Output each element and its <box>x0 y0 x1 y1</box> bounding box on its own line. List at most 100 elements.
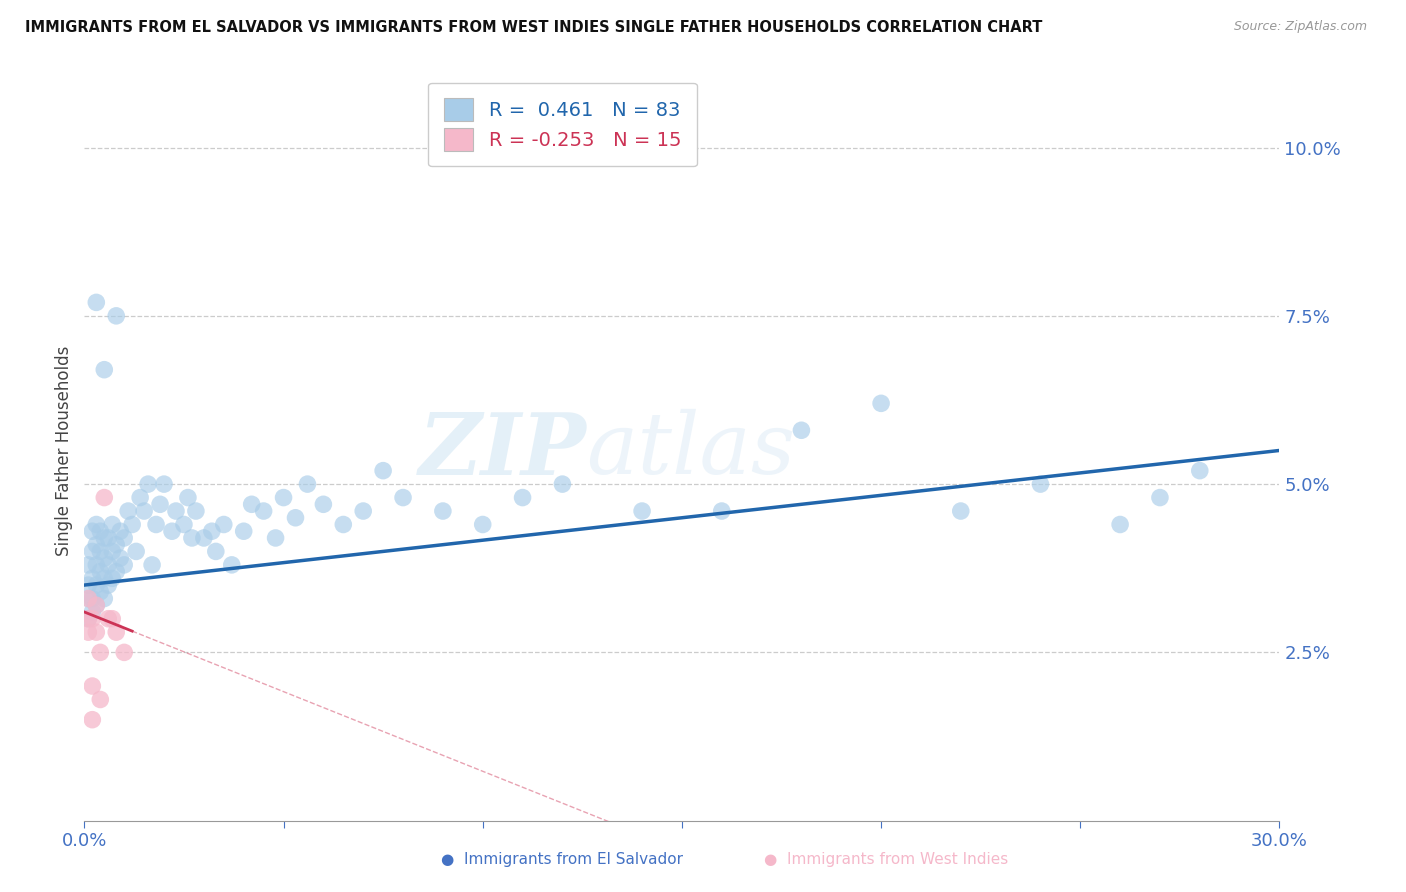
Point <box>232 524 254 539</box>
Point <box>631 504 654 518</box>
Point <box>89 544 111 558</box>
Point <box>86 599 108 613</box>
Point <box>177 491 200 505</box>
Point <box>153 477 176 491</box>
Point <box>117 504 139 518</box>
Point <box>121 517 143 532</box>
Point <box>77 578 100 592</box>
Point <box>82 591 104 606</box>
Point <box>160 524 183 539</box>
Point <box>105 538 128 552</box>
Point <box>101 571 124 585</box>
Point <box>205 544 228 558</box>
Point <box>110 524 132 539</box>
Point <box>101 612 124 626</box>
Text: IMMIGRANTS FROM EL SALVADOR VS IMMIGRANTS FROM WEST INDIES SINGLE FATHER HOUSEHO: IMMIGRANTS FROM EL SALVADOR VS IMMIGRANT… <box>25 20 1043 35</box>
Text: ●  Immigrants from West Indies: ● Immigrants from West Indies <box>763 852 1008 867</box>
Point <box>129 491 152 505</box>
Point <box>82 524 104 539</box>
Point <box>77 591 100 606</box>
Point <box>97 531 120 545</box>
Point <box>181 531 204 545</box>
Point <box>1188 464 1211 478</box>
Point <box>93 362 115 376</box>
Point <box>105 625 128 640</box>
Point <box>77 558 100 572</box>
Point <box>93 551 115 566</box>
Point <box>471 517 494 532</box>
Point <box>193 531 215 545</box>
Point <box>112 531 135 545</box>
Point <box>101 544 124 558</box>
Point <box>93 571 115 585</box>
Point <box>145 517 167 532</box>
Point <box>240 497 263 511</box>
Point <box>82 612 104 626</box>
Point <box>101 517 124 532</box>
Point <box>97 612 120 626</box>
Point <box>110 551 132 566</box>
Point <box>1109 517 1132 532</box>
Text: Source: ZipAtlas.com: Source: ZipAtlas.com <box>1233 20 1367 33</box>
Point <box>312 497 335 511</box>
Point <box>132 504 156 518</box>
Point <box>112 558 135 572</box>
Point <box>86 625 108 640</box>
Point <box>82 571 104 585</box>
Point <box>97 578 120 592</box>
Text: ZIP: ZIP <box>419 409 586 492</box>
Point <box>551 477 574 491</box>
Point <box>297 477 319 491</box>
Point <box>332 517 354 532</box>
Point <box>352 504 374 518</box>
Point <box>93 531 115 545</box>
Point <box>77 612 100 626</box>
Point <box>373 464 395 478</box>
Point <box>149 497 172 511</box>
Point <box>1029 477 1052 491</box>
Point <box>253 504 276 518</box>
Point <box>89 645 111 659</box>
Point <box>89 565 111 579</box>
Point <box>89 584 111 599</box>
Point <box>86 517 108 532</box>
Point <box>790 423 813 437</box>
Point <box>105 565 128 579</box>
Point <box>89 692 111 706</box>
Point <box>97 558 120 572</box>
Point <box>86 599 108 613</box>
Point <box>392 491 415 505</box>
Point <box>173 517 195 532</box>
Point <box>284 510 307 524</box>
Point <box>82 713 104 727</box>
Point <box>949 504 972 518</box>
Y-axis label: Single Father Households: Single Father Households <box>55 345 73 556</box>
Point <box>112 645 135 659</box>
Point <box>184 504 207 518</box>
Point <box>264 531 287 545</box>
Point <box>93 491 115 505</box>
Point <box>125 544 148 558</box>
Point <box>870 396 893 410</box>
Point <box>93 591 115 606</box>
Point <box>212 517 235 532</box>
Point <box>77 591 100 606</box>
Point <box>432 504 454 518</box>
Point <box>136 477 159 491</box>
Legend: R =  0.461   N = 83, R = -0.253   N = 15: R = 0.461 N = 83, R = -0.253 N = 15 <box>429 83 696 167</box>
Point <box>82 544 104 558</box>
Text: ●  Immigrants from El Salvador: ● Immigrants from El Salvador <box>441 852 683 867</box>
Point <box>710 504 733 518</box>
Point <box>86 538 108 552</box>
Point <box>77 625 100 640</box>
Text: atlas: atlas <box>586 409 796 491</box>
Point <box>165 504 187 518</box>
Point <box>105 309 128 323</box>
Point <box>1149 491 1171 505</box>
Point <box>201 524 224 539</box>
Point <box>273 491 295 505</box>
Point <box>221 558 243 572</box>
Point <box>141 558 163 572</box>
Point <box>86 558 108 572</box>
Point <box>86 295 108 310</box>
